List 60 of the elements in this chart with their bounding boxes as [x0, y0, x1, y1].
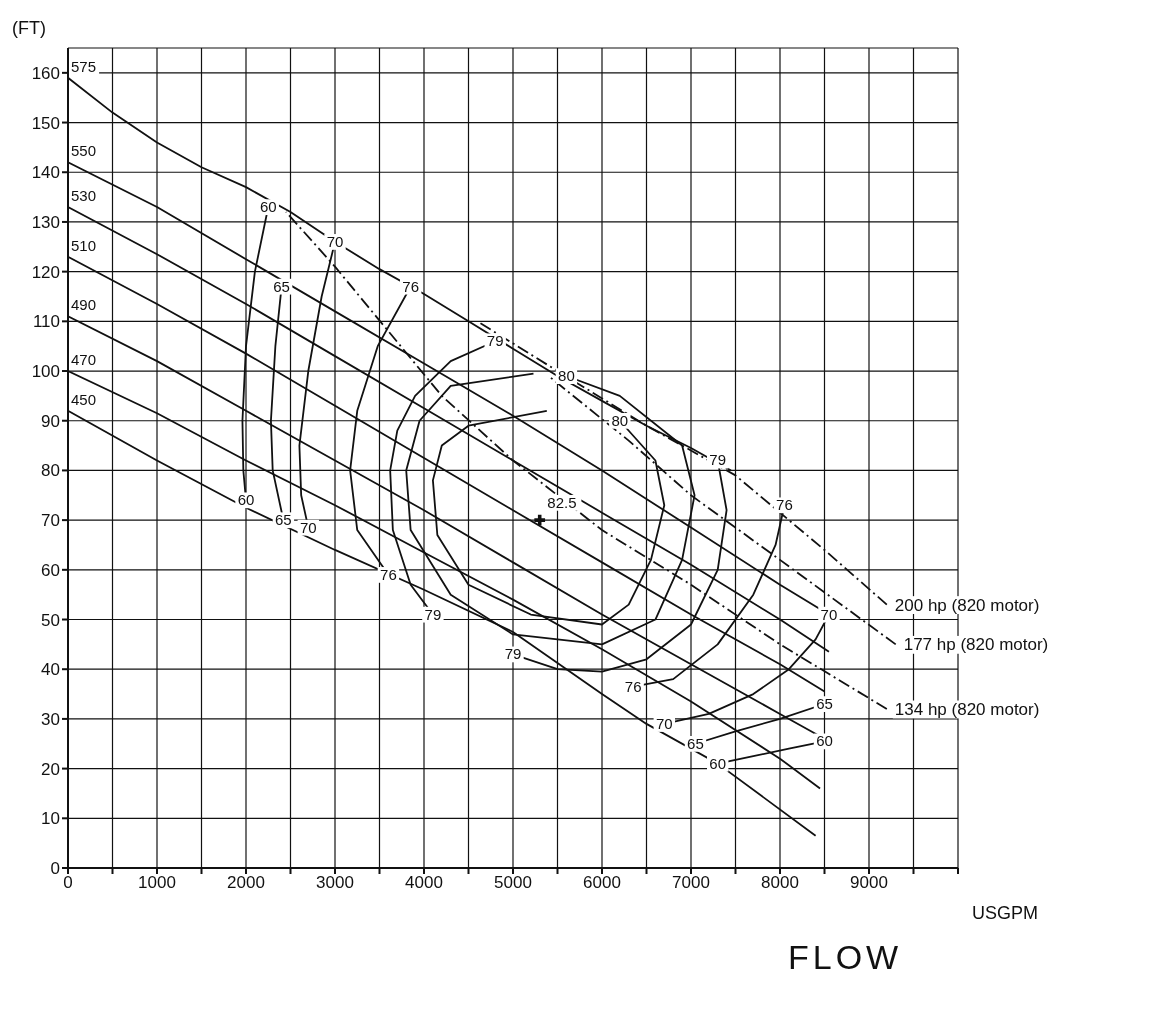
y-tick-label: 130	[31, 212, 60, 232]
series-label: 450	[71, 390, 97, 408]
annotation: 65	[275, 511, 292, 529]
annotation: 60	[237, 491, 255, 509]
point	[534, 514, 546, 526]
annotation: 76	[402, 277, 419, 295]
text: FLOW	[788, 938, 903, 977]
annotation: 79	[486, 332, 504, 350]
annotation: 76	[624, 677, 642, 695]
series-label: 200 hp (820 motor)	[894, 595, 1040, 615]
x-tick-label: 4000	[405, 873, 443, 893]
x-tick-label: 7000	[672, 873, 710, 893]
annotation: 79	[424, 605, 442, 623]
annotation: 70	[655, 714, 673, 732]
x-tick-label: 5000	[494, 873, 532, 893]
y-tick-label: 160	[31, 63, 60, 83]
annotation: 82.5	[547, 493, 577, 511]
x-tick-label: 9000	[850, 873, 888, 893]
y-tick-label: 50	[41, 610, 60, 630]
series-label: 177 hp (820 motor)	[903, 635, 1049, 655]
annotation: 60	[709, 754, 727, 772]
series-label: 470	[71, 351, 97, 369]
annotation: 70	[820, 605, 838, 623]
series-label: 490	[71, 296, 97, 314]
x-tick-label: 1000	[138, 873, 176, 893]
y-tick-label: 10	[41, 809, 60, 829]
x-tick-label: 2000	[227, 873, 265, 893]
annotation: 60	[259, 198, 277, 216]
y-tick-label: 70	[41, 511, 60, 531]
y-tick-label: 30	[41, 709, 60, 729]
annotation: 70	[299, 518, 317, 536]
y-tick-label: 100	[31, 362, 60, 382]
annotation: 65	[273, 277, 290, 295]
y-tick-label: 40	[41, 660, 60, 680]
x-axis-title: USGPM	[972, 903, 1039, 924]
y-tick-label: 60	[41, 560, 60, 580]
y-tick-label: 140	[31, 163, 60, 183]
series-label: 550	[71, 142, 97, 160]
annotation: 70	[326, 232, 344, 250]
y-tick-label: 0	[50, 859, 60, 879]
x-tick-label: 6000	[583, 873, 621, 893]
annotation: 79	[709, 451, 727, 469]
x-tick-label: 3000	[316, 873, 354, 893]
y-tick-label: 90	[41, 411, 60, 431]
annotation: 60	[816, 732, 833, 750]
annotation: 76	[776, 496, 793, 514]
y-tick-label: 150	[31, 113, 60, 133]
x-tick-label: 0	[63, 873, 73, 893]
y-tick-label: 20	[41, 759, 60, 779]
y-axis-title: (FT)	[12, 18, 46, 38]
series-label: 575	[71, 57, 97, 75]
annotation: 79	[504, 645, 522, 663]
x-tick-label: 8000	[761, 873, 799, 893]
annotation: 80	[611, 411, 629, 429]
series-label: 510	[71, 236, 97, 254]
y-tick-label: 110	[32, 312, 60, 332]
series-label: 134 hp (820 motor)	[894, 699, 1040, 719]
y-tick-label: 120	[31, 262, 60, 282]
series-label: 530	[71, 187, 97, 205]
y-tick-label: 80	[41, 461, 60, 481]
